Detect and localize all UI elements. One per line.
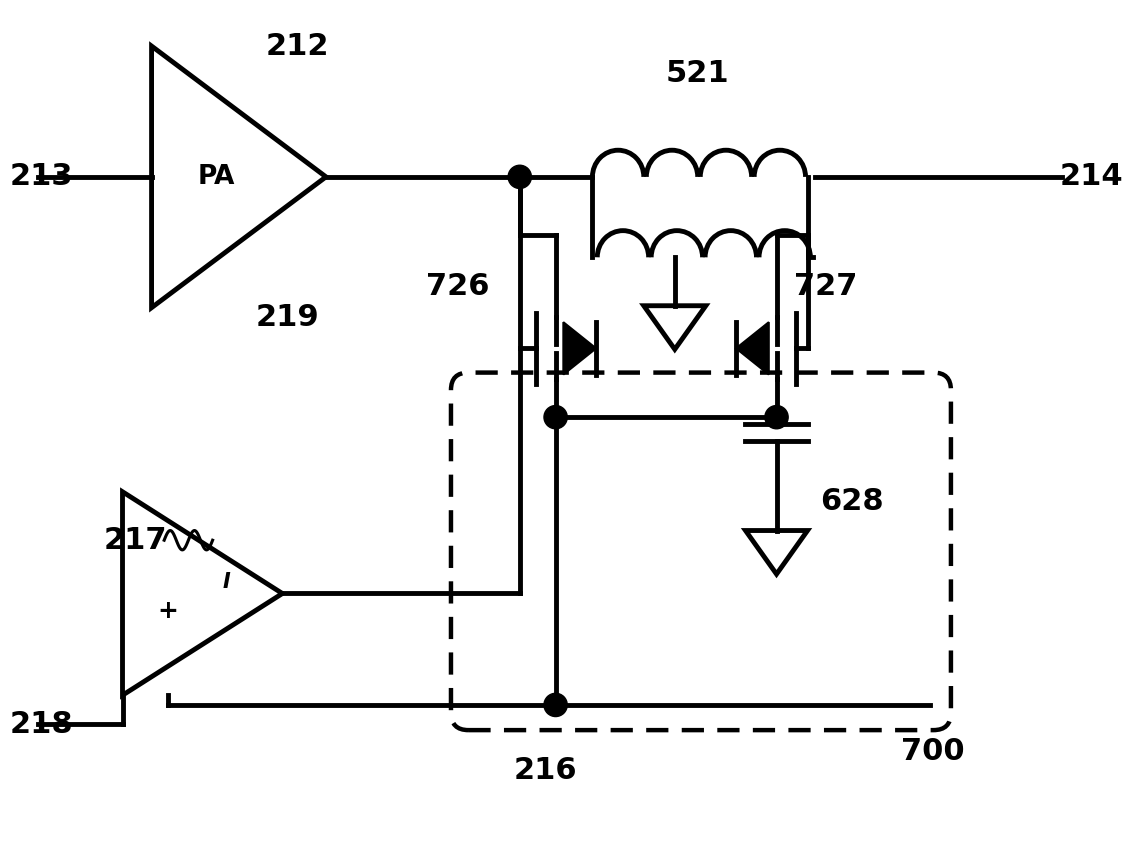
Polygon shape	[736, 322, 769, 375]
Circle shape	[508, 165, 532, 188]
Text: 219: 219	[255, 303, 320, 332]
Text: 216: 216	[514, 756, 578, 785]
Text: 727: 727	[794, 272, 857, 300]
Text: 726: 726	[426, 272, 489, 300]
Text: 700: 700	[901, 737, 964, 766]
Circle shape	[544, 693, 567, 717]
Text: 628: 628	[820, 487, 884, 516]
Text: 521: 521	[665, 59, 729, 88]
Text: 214: 214	[1059, 162, 1123, 192]
Text: 212: 212	[265, 31, 329, 61]
Polygon shape	[563, 322, 596, 375]
Text: +: +	[158, 599, 178, 623]
Text: I: I	[222, 572, 230, 592]
Text: PA: PA	[198, 164, 235, 190]
Text: 218: 218	[9, 710, 72, 738]
Text: 217: 217	[103, 526, 167, 555]
Circle shape	[764, 405, 788, 429]
Text: 213: 213	[9, 162, 72, 192]
Circle shape	[544, 405, 567, 429]
